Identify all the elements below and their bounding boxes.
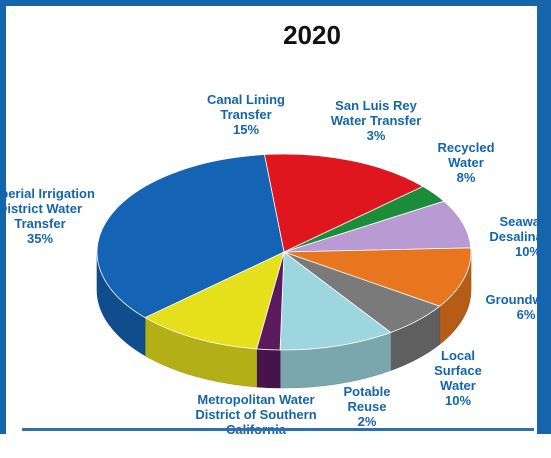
pie-labels: Canal Lining Transfer 15% San Luis Rey Water…	[0, 92, 551, 452]
slice-label-0: Canal Lining Transfer 15%	[207, 92, 285, 137]
slice-label-2: Recycled Water 8%	[437, 140, 494, 185]
bottom-rule	[22, 428, 534, 431]
slice-label-1: San Luis Rey Water Transfer 3%	[331, 98, 422, 143]
bottom-band	[0, 434, 551, 458]
pie-side-6	[256, 348, 281, 389]
chart-title: 2020	[283, 20, 341, 50]
pie-slice-3	[283, 247, 472, 307]
slice-label-3: SeawaterDesalination10%	[489, 214, 551, 259]
pie-slice-8	[96, 154, 285, 319]
pie-slice-0	[263, 153, 424, 253]
slice-label-6: Potable Reuse 2%	[344, 384, 391, 429]
pie-slice-2	[283, 200, 472, 253]
pie-slice-7	[144, 251, 285, 350]
pie-tops	[96, 153, 472, 351]
pie-sides	[96, 251, 472, 389]
pie-slice-5	[279, 251, 392, 351]
slice-label-4: Groundwater6%	[486, 292, 551, 322]
slice-label-5: Local Surface Water 10%	[434, 348, 482, 408]
